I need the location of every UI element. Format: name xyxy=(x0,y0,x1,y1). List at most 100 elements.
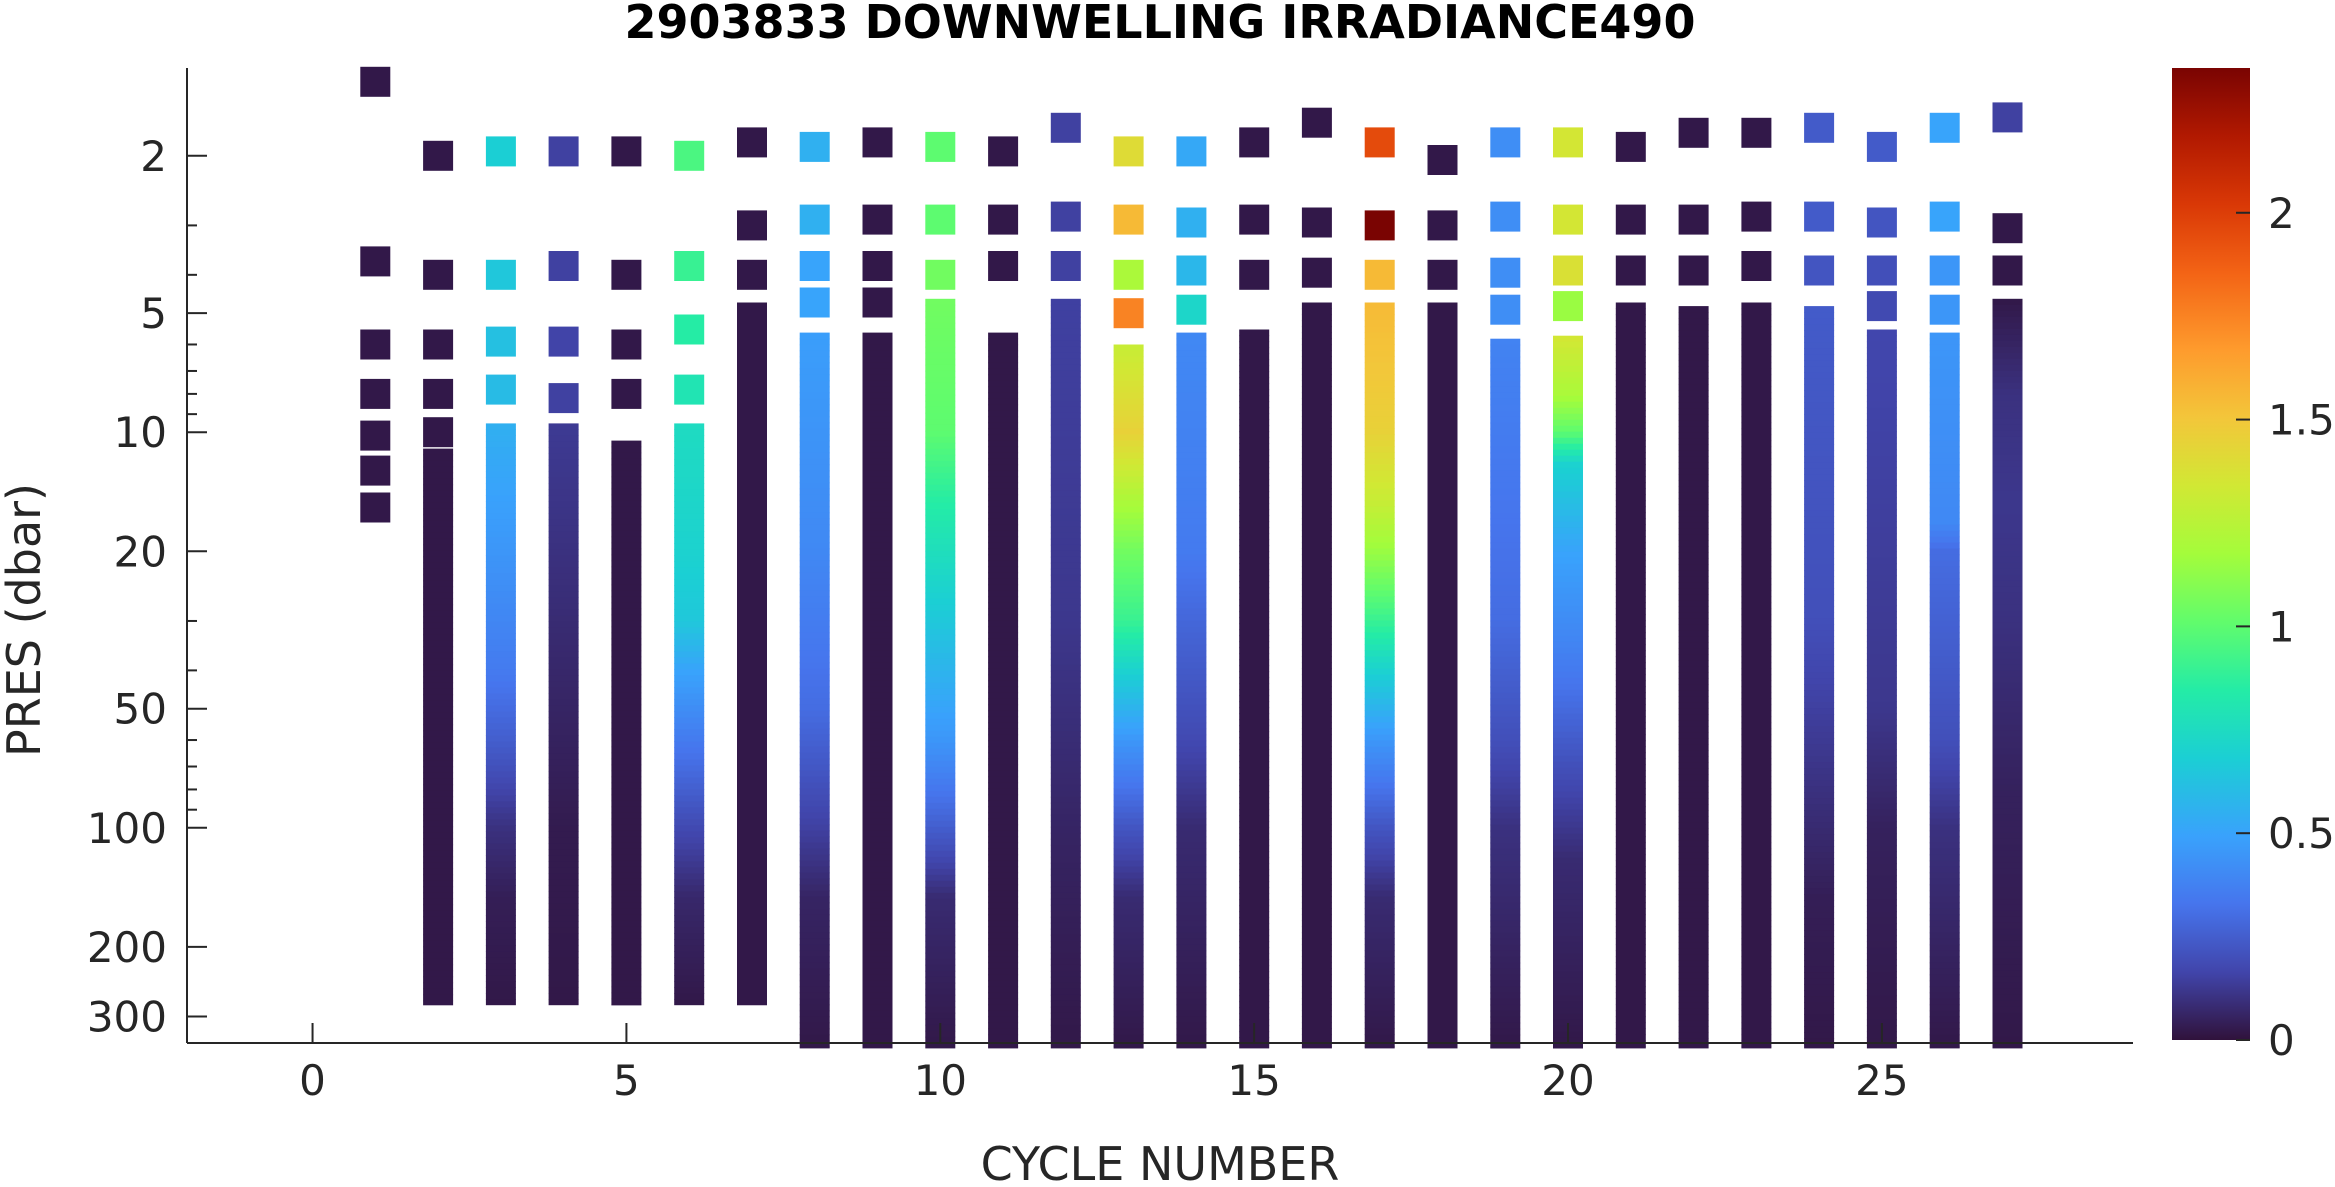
cycle-25-sample-point xyxy=(1866,207,1897,238)
cycle-3-profile-bin xyxy=(485,825,516,832)
cycle-23-profile-bin xyxy=(1741,572,1772,580)
cycle-21-profile-bin xyxy=(1615,758,1646,766)
cycle-17-profile-bin xyxy=(1364,788,1395,796)
cycle-25-profile-bin xyxy=(1866,989,1897,997)
cycle-23-profile-bin xyxy=(1741,464,1772,472)
cycle-15-profile-bin xyxy=(1239,473,1270,481)
cycle-25-profile-bin xyxy=(1866,479,1897,487)
cycle-18-profile-bin xyxy=(1427,518,1458,526)
cycle-3-profile-bin xyxy=(485,645,516,652)
cycle-22-profile-bin xyxy=(1678,426,1709,433)
cycle-15-profile-bin xyxy=(1239,461,1270,469)
cycle-7-profile-bin xyxy=(737,776,767,784)
cycle-19-profile-bin xyxy=(1490,752,1521,760)
cycle-27-profile-bin xyxy=(1992,520,2023,528)
cycle-22-profile-bin xyxy=(1678,804,1709,811)
cycle-8-profile-bin xyxy=(799,524,830,532)
cycle-5-profile xyxy=(611,136,642,1006)
cycle-21-profile-bin xyxy=(1615,674,1646,682)
cycle-13-profile-bin xyxy=(1113,734,1144,742)
cycle-10-profile-bin xyxy=(925,604,956,612)
cycle-17-profile-bin xyxy=(1364,890,1395,898)
cycle-18-profile-bin xyxy=(1427,686,1458,694)
cycle-11-profile-bin xyxy=(988,866,1019,874)
cycle-6-profile-bin xyxy=(674,477,705,484)
cycle-8-profile-bin xyxy=(799,800,830,808)
cycle-27-profile-bin xyxy=(1992,424,2023,432)
cycle-17-profile-bin xyxy=(1364,710,1395,718)
cycle-14-profile-bin xyxy=(1176,992,1207,1000)
cycle-26-profile-bin xyxy=(1929,872,1960,880)
cycle-27-profile-bin xyxy=(1992,1000,2023,1008)
cycle-18-profile-bin xyxy=(1427,812,1458,820)
cycle-20-profile-bin xyxy=(1553,449,1583,457)
cycle-23-sample-point xyxy=(1741,251,1772,281)
cycle-14-profile-bin xyxy=(1176,626,1207,634)
cycle-23-profile-bin xyxy=(1741,764,1772,772)
cycle-23-profile-bin xyxy=(1741,398,1772,406)
cycle-22-sample-point xyxy=(1678,117,1709,148)
cycle-19-profile-bin xyxy=(1490,368,1521,376)
cycle-26-profile-bin xyxy=(1929,482,1960,490)
cycle-7-profile-bin xyxy=(737,710,767,718)
cycle-26-profile-bin xyxy=(1929,884,1960,892)
cycle-12-profile-bin xyxy=(1050,790,1081,798)
cycle-13-profile-bin xyxy=(1113,740,1144,748)
cycle-21-profile-bin xyxy=(1615,704,1646,712)
cycle-23-profile-bin xyxy=(1741,506,1772,514)
cycle-25-profile-bin xyxy=(1866,485,1897,493)
cycle-21-profile-bin xyxy=(1615,800,1646,808)
cycle-7-profile-bin xyxy=(737,548,767,556)
cycle-21-profile-bin xyxy=(1615,482,1646,490)
cycle-1-sample-point xyxy=(360,455,391,486)
cycle-12-profile-bin xyxy=(1050,364,1081,372)
cycle-18-profile-bin xyxy=(1427,866,1458,874)
cycle-22-profile-bin xyxy=(1678,558,1709,565)
cycle-18-profile-bin xyxy=(1427,332,1458,340)
cycle-8-profile-bin xyxy=(799,368,830,376)
cycle-11-profile-bin xyxy=(988,998,1019,1006)
cycle-8-profile-bin xyxy=(799,920,830,928)
cycle-24-profile-bin xyxy=(1804,786,1835,793)
cycle-27-profile-bin xyxy=(1992,538,2023,546)
cycle-19-profile-bin xyxy=(1490,650,1521,658)
cycle-7-sample-point xyxy=(737,210,767,241)
cycle-22-profile-bin xyxy=(1678,906,1709,913)
cycle-10-profile-bin xyxy=(925,616,956,624)
cycle-7-profile-bin xyxy=(737,824,767,832)
cycle-21-profile-bin xyxy=(1615,686,1646,694)
cycle-11-profile-bin xyxy=(988,458,1019,466)
cycle-27-profile-bin xyxy=(1992,502,2023,510)
cycle-25-profile-bin xyxy=(1866,905,1897,913)
cycle-21-profile-bin xyxy=(1615,932,1646,940)
cycle-10-profile-bin xyxy=(925,706,956,714)
cycle-25-profile-bin xyxy=(1866,773,1897,781)
cycle-20-profile-bin xyxy=(1553,635,1583,643)
cycle-21-profile-bin xyxy=(1615,1016,1646,1024)
cycle-20-profile-bin xyxy=(1553,455,1583,463)
cycle-3-profile-bin xyxy=(485,627,516,634)
cycle-13-profile-bin xyxy=(1113,896,1144,904)
cycle-3-profile-bin xyxy=(485,477,516,484)
cycle-15-profile-bin xyxy=(1239,467,1270,475)
cycle-5-profile-bin xyxy=(611,854,642,862)
cycle-23-profile-bin xyxy=(1741,578,1772,586)
cycle-20-profile-bin xyxy=(1553,941,1583,949)
cycle-15-profile-bin xyxy=(1239,623,1270,631)
cycle-9-profile-bin xyxy=(862,992,893,1000)
cycle-6-profile-bin xyxy=(674,921,705,928)
cycle-27-profile-bin xyxy=(1992,850,2023,858)
cycle-27-profile-bin xyxy=(1992,778,2023,786)
cycle-10-profile-bin xyxy=(925,994,956,1002)
cycle-18-profile-bin xyxy=(1427,350,1458,358)
cycle-9-profile-bin xyxy=(862,716,893,724)
cycle-21-profile-bin xyxy=(1615,632,1646,640)
cycle-14-profile-bin xyxy=(1176,674,1207,682)
cycle-24-profile-bin xyxy=(1804,870,1835,877)
cycle-9-profile-bin xyxy=(862,482,893,490)
cycle-18-profile-bin xyxy=(1427,854,1458,862)
cycle-10-profile-bin xyxy=(925,874,956,882)
cycle-24-profile-bin xyxy=(1804,492,1835,499)
cycle-22-profile-bin xyxy=(1678,738,1709,745)
cycle-8-profile-bin xyxy=(799,632,830,640)
